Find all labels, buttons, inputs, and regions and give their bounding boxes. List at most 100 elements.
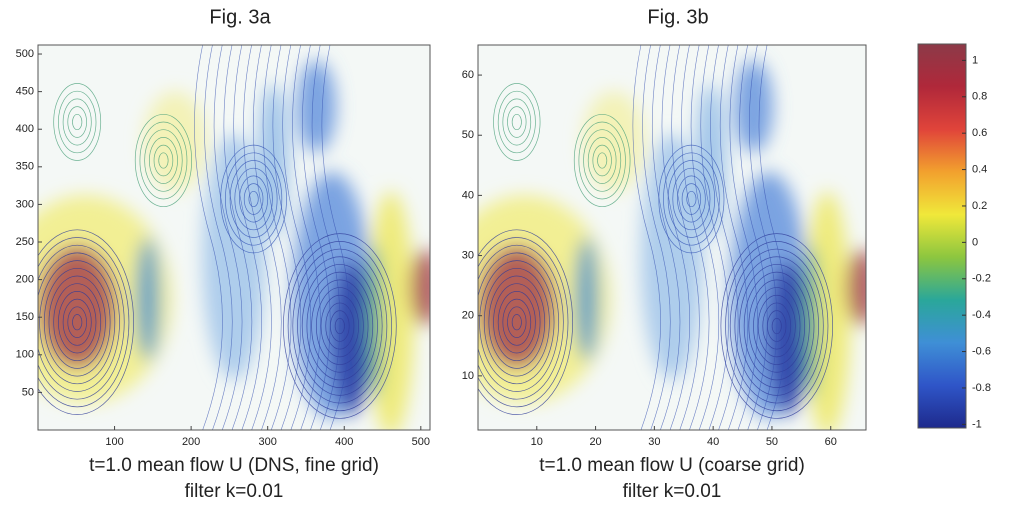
contour-field (38, 45, 430, 430)
contour-line (225, 152, 283, 246)
contour-field (478, 45, 866, 430)
plot-frame (477, 44, 867, 431)
x-tick-label: 20 (589, 436, 601, 448)
contour-line (311, 279, 369, 373)
contour-line (677, 175, 706, 223)
contour-line (39, 260, 116, 385)
contour-line (488, 275, 546, 369)
colorbar (917, 43, 967, 429)
contour-line (672, 167, 711, 231)
contour-line (753, 287, 801, 365)
colorbar-tick-label: 0.6 (972, 127, 987, 139)
y-tick-label: 50 (462, 129, 474, 141)
contour-line (667, 160, 716, 238)
contour-line (583, 129, 622, 192)
contour-line (632, 45, 661, 430)
y-tick-label: 300 (16, 198, 34, 210)
contour-line (144, 129, 183, 192)
colorbar-tick-label: 0 (972, 236, 978, 248)
contour-line (283, 233, 397, 419)
field-blob (332, 260, 372, 415)
contour-line (758, 45, 787, 430)
contour-line (248, 190, 259, 208)
contour-line (292, 45, 321, 430)
contour-line (671, 45, 700, 430)
contour-line (578, 121, 626, 200)
contour-line (315, 287, 364, 365)
contour-line (153, 144, 174, 177)
contour-line (301, 45, 331, 430)
panel-title: Fig. 3a (209, 6, 271, 28)
contour-line (243, 45, 272, 430)
contour-line (43, 267, 111, 377)
field-blob (734, 60, 773, 153)
y-tick-label: 250 (16, 236, 34, 248)
contour-line (478, 244, 564, 400)
contour-line (478, 229, 574, 415)
x-tick-label: 200 (182, 436, 200, 448)
x-tick-label: 100 (105, 436, 123, 448)
x-tick-label: 60 (825, 436, 837, 448)
field-colors (38, 60, 430, 430)
contour-line (58, 291, 97, 354)
contour-line (58, 90, 97, 154)
contour-line (301, 264, 378, 388)
contour-line (139, 121, 188, 200)
contour-line (292, 248, 388, 404)
contour-line (511, 314, 522, 331)
contour-line (252, 45, 282, 430)
contour-line (729, 248, 824, 404)
contour-line (148, 137, 178, 184)
contour-line (325, 302, 355, 350)
caption: t=1.0 mean flow U (coarse grid) (539, 455, 805, 476)
caption: filter k=0.01 (185, 481, 284, 502)
contour-line (493, 83, 541, 161)
field-blob (695, 83, 727, 238)
contour-line (479, 260, 555, 385)
colorbar-tick-label: 0.2 (972, 200, 987, 212)
colorbar-tick-label: -0.4 (972, 309, 991, 321)
contour-line (311, 45, 341, 430)
contour-line (743, 271, 810, 381)
y-tick-label: 450 (16, 86, 34, 98)
contour-line (38, 252, 120, 392)
contour-line (239, 175, 269, 223)
field-blob (367, 245, 383, 400)
contour-line (725, 240, 829, 412)
colorbar-tick-label: -0.8 (972, 382, 991, 394)
contour-line (287, 240, 392, 412)
x-tick-label: 40 (707, 436, 719, 448)
y-tick-label: 200 (16, 274, 34, 286)
contour-line (507, 106, 527, 138)
contour-line (203, 45, 233, 430)
contour-line (663, 152, 720, 246)
y-tick-label: 20 (462, 310, 474, 322)
contour-line (62, 298, 92, 346)
contour-line (53, 83, 102, 161)
contour-line (229, 160, 278, 238)
contour-line (762, 302, 792, 350)
contour-line (642, 45, 671, 430)
y-tick-label: 350 (16, 161, 34, 173)
field-blob (769, 260, 808, 415)
contour-line (651, 45, 681, 430)
contour-line (681, 45, 710, 430)
panel-title: Fig. 3b (647, 6, 708, 28)
y-tick-label: 150 (16, 311, 34, 323)
colorbar-tick-label: -0.2 (972, 273, 991, 285)
contour-line (478, 237, 569, 408)
contour-line (587, 137, 617, 184)
contour-line (38, 229, 134, 415)
field-blob (575, 237, 599, 361)
colorbar-tick-label: 1 (972, 54, 978, 66)
contour-line (690, 45, 720, 430)
field-blob (143, 91, 207, 192)
field-colors (478, 60, 866, 430)
colorbar-tick-label: 0.4 (972, 163, 987, 175)
plot-frame (37, 44, 431, 431)
contour-line (38, 244, 125, 400)
contour-line (38, 237, 130, 408)
contour-line (729, 45, 758, 430)
contour-line (710, 45, 739, 430)
contour-line (497, 90, 536, 154)
